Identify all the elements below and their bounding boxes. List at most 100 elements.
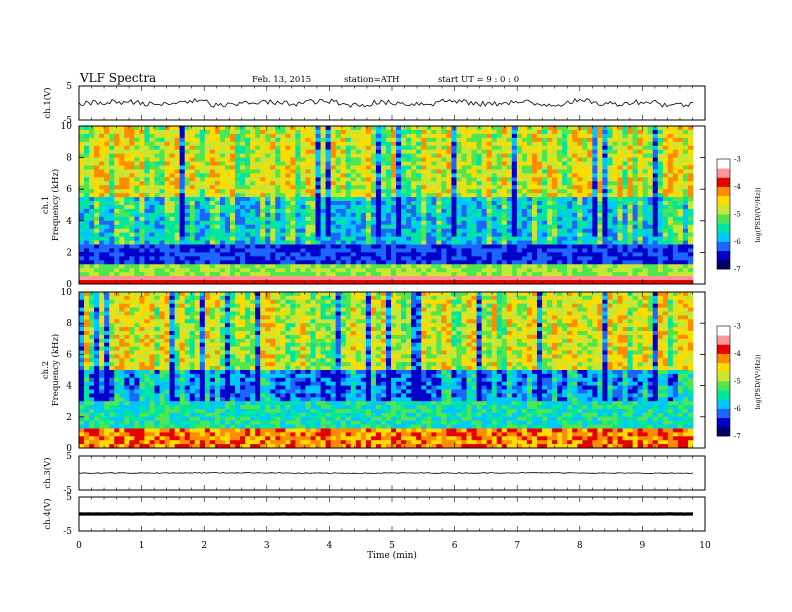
spectrogram-cell [209,157,216,162]
spectrogram-cell [104,165,110,170]
spectrogram-cell [184,272,191,277]
spectrogram-cell [577,220,583,226]
spectrogram-cell [562,145,568,150]
spectrogram-cell [582,272,588,277]
spectrogram-cell [602,149,608,154]
spectrogram-cell [597,292,603,297]
spectrogram-cell [124,228,130,233]
spectrogram-cell [229,185,236,190]
spectrogram-cell [426,133,432,139]
spectrogram-cell [224,129,231,135]
spectrogram-cell [557,216,563,222]
spectrogram-cell [149,161,155,166]
spectrogram-cell [229,224,236,229]
spectrogram-cell [416,169,422,174]
spectrogram-cell [159,165,165,170]
spectrogram-cell [562,189,568,194]
spectrogram-cell [84,256,90,261]
spectrogram-cell [496,205,503,210]
spectrogram-cell [536,272,543,277]
spectrogram-cell [466,228,472,233]
spectrogram-cell [290,126,296,131]
spectrogram-cell [280,240,286,245]
spectrogram-cell [134,276,140,281]
spectrogram-cell [577,153,583,158]
spectrogram-cell [677,185,684,190]
spectrogram-cell [149,224,155,229]
spectrogram-cell [632,189,638,194]
spectrogram-cell [250,212,256,218]
spectrogram-cell [325,272,331,277]
spectrogram-cell [134,264,140,269]
spectrogram-cell [310,212,316,218]
spectrogram-cell [622,189,628,194]
spectrogram-cell [617,149,623,154]
spectrogram-cell [154,232,160,237]
spectrogram-cell [536,252,543,257]
spectrogram-cell [642,268,648,273]
spectrogram-cell [184,268,191,273]
spectrogram-cell [114,264,120,269]
spectrogram-cell [456,280,462,285]
spectrogram-cell [516,165,523,170]
spectrogram-cell [224,201,231,206]
spectrogram-cell [290,153,296,158]
spectrogram-cell [214,272,221,277]
spectrogram-cell [375,256,382,261]
spectrogram-cell [531,276,538,281]
spectrogram-cell [587,212,593,218]
spectrogram-cell [657,133,664,139]
spectrogram-cell [592,153,598,158]
spectrogram-cell [179,145,185,150]
spectrogram-cell [557,145,563,150]
spectrogram-cell [255,276,261,281]
spectrogram-cell [476,181,482,186]
spectrogram-cell [335,181,341,186]
spectrogram-cell [677,264,684,269]
spectrogram-cell [667,173,674,178]
spectrogram-cell [406,197,412,202]
spectrogram-cell [164,236,170,241]
spectrogram-cell [99,240,105,245]
spectrogram-cell [652,185,659,190]
spectrogram-cell [134,129,140,135]
spectrogram-cell [159,256,165,261]
spectrogram-cell [79,157,85,162]
spectrogram-cell [194,220,201,226]
spectrogram-cell [396,212,402,218]
spectrogram-cell [602,232,608,237]
spectrogram-cell [355,216,362,222]
spectrogram-cell [184,161,191,166]
spectrogram-cell [375,268,382,273]
spectrogram-cell [461,276,467,281]
spectrogram-cell [617,208,623,214]
spectrogram-cell [657,232,664,237]
spectrogram-cell [79,185,85,190]
spectrogram-cell [421,189,427,194]
spectrogram-cell [652,252,659,257]
spectrogram-cell [184,189,191,194]
spectrogram-cell [365,197,372,202]
spectrogram-cell [682,161,689,166]
spectrogram-cell [229,165,236,170]
spectrogram-cell [169,248,175,253]
spectrogram-cell [94,272,100,277]
spectrogram-cell [476,240,482,245]
spectrogram-cell [245,169,251,174]
spectrogram-cell [189,177,196,182]
spectrogram-cell [567,240,573,245]
spectrogram-cell [159,220,165,226]
spectrogram-cell [672,260,679,265]
spectrogram-cell [446,189,452,194]
spectrogram-cell [542,260,548,265]
spectrogram-cell [632,216,638,222]
spectrogram-cell [214,173,221,178]
spectrogram-cell [557,240,563,245]
spectrogram-cell [245,252,251,257]
spectrogram-cell [270,252,276,257]
spectrogram-cell [481,173,487,178]
spectrogram-cell [315,232,321,237]
spectrogram-cell [617,165,623,170]
spectrogram-cell [446,252,452,257]
spectrogram-cell [345,252,352,257]
